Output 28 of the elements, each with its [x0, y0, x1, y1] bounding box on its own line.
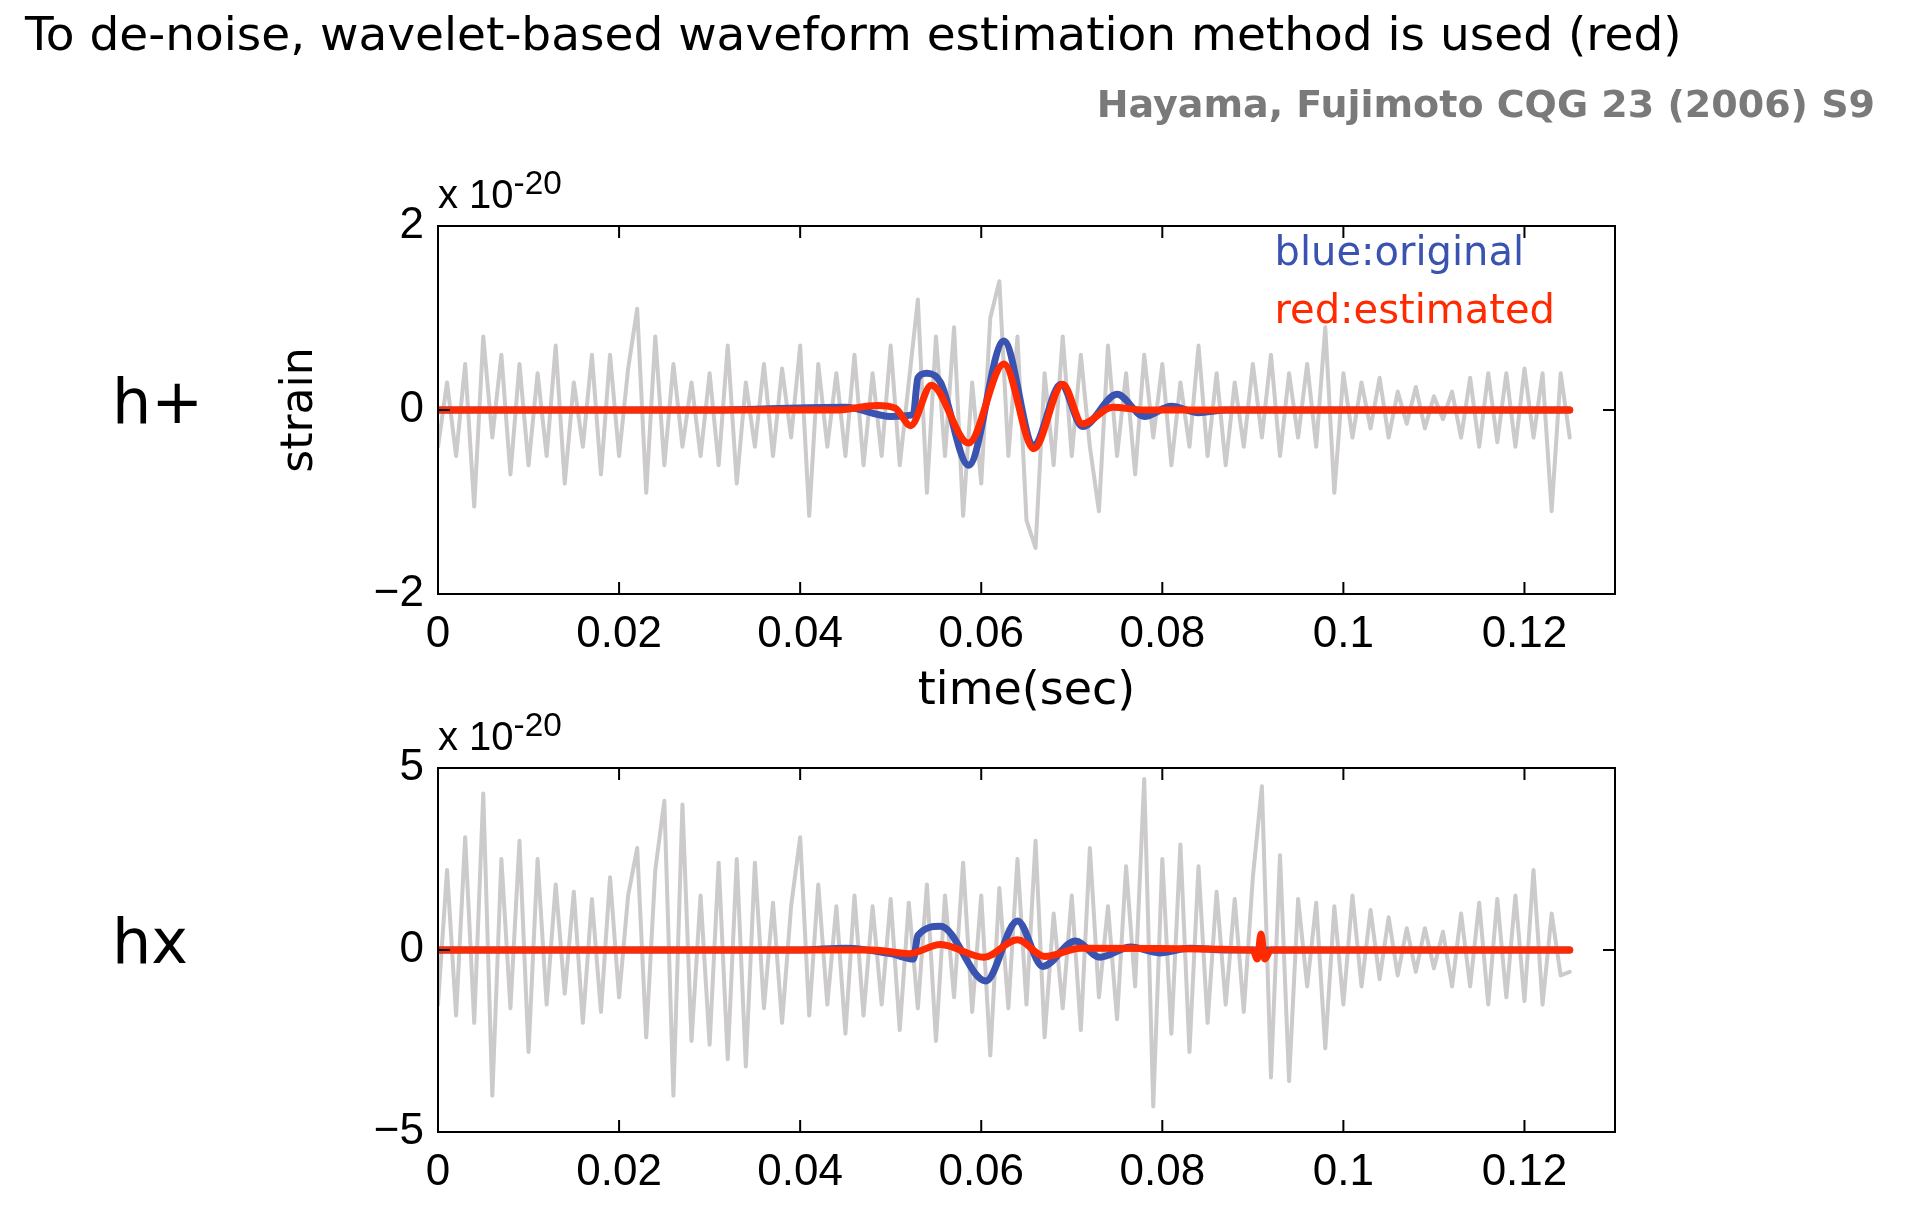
text: hx [112, 905, 188, 978]
text: h+ [112, 365, 204, 438]
text: x 10$^{-20}$ [438, 164, 562, 218]
x-tick-label: 0.08 [1119, 606, 1206, 656]
y-tick-label: −2 [373, 566, 424, 616]
y-axis-title: strain [270, 347, 322, 473]
text: blue:original [1274, 227, 1525, 276]
chart-subtitle: Hayama, Fujimoto CQG 23 (2006) S9 [1096, 82, 1875, 126]
x-tick-label: 0.06 [938, 1144, 1025, 1194]
x-tick-label: 0.12 [1481, 606, 1568, 656]
x-tick-label: 0.1 [1312, 1144, 1374, 1194]
series-label: red:estimated [1274, 285, 1555, 334]
x-tick-label: 0.02 [576, 1144, 662, 1194]
y-tick-label: −5 [373, 1104, 424, 1154]
y-tick-label: 0 [399, 382, 424, 432]
chart-title: To de-noise, wavelet-based waveform estimation method is used (red) [25, 6, 1682, 61]
y-tick-label: 5 [399, 740, 424, 790]
x-tick-label: 0.08 [1119, 1144, 1206, 1194]
x-tick-label: 0.02 [576, 606, 662, 656]
y-tick-label: 0 [399, 922, 424, 972]
x-tick-label: 0.1 [1312, 606, 1374, 656]
x-tick-label: 0.12 [1481, 1144, 1568, 1194]
x-tick-label: 0.04 [757, 606, 843, 656]
x-tick-label: 0.06 [938, 606, 1025, 656]
y-tick-label: 2 [399, 198, 424, 248]
x-axis-title: time(sec) [917, 661, 1136, 716]
x-tick-label: 0.04 [757, 1144, 843, 1194]
text: x 10$^{-20}$ [438, 706, 562, 760]
